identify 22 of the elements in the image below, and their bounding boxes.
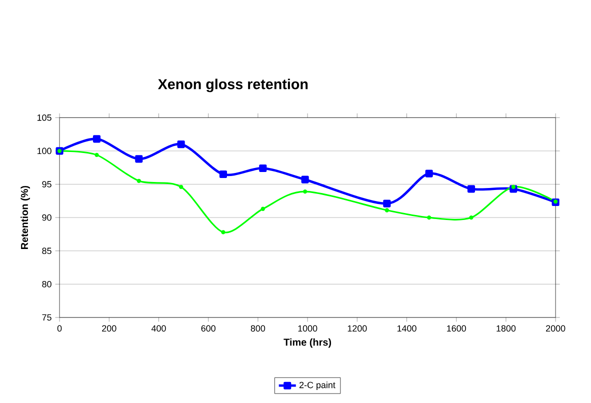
legend-label: 2-C paint	[300, 382, 336, 390]
y-tick-label: 85	[42, 248, 52, 254]
x-tick-label: 1400	[397, 325, 416, 332]
x-tick-label: 2000	[546, 325, 566, 332]
x-tick-label: 1800	[496, 325, 516, 332]
x-tick-label: 600	[201, 325, 216, 332]
chart-title: Xenon gloss retention	[158, 78, 308, 92]
y-tick-label: 105	[37, 114, 52, 122]
y-axis-title: Retention (%)	[20, 186, 30, 250]
x-tick-label: 800	[250, 325, 266, 332]
y-tick-label: 95	[42, 181, 52, 188]
y-tick-label: 75	[42, 314, 52, 321]
x-tick-label: 400	[151, 325, 166, 332]
x-tick-label: 1200	[348, 325, 367, 332]
y-tick-label: 90	[42, 214, 52, 221]
x-tick-label: 1000	[298, 325, 318, 332]
x-axis-title: Time (hrs)	[284, 338, 332, 348]
x-tick-label: 0	[57, 325, 62, 332]
x-tick-label: 1600	[447, 325, 466, 332]
x-tick-label: 200	[102, 325, 116, 332]
y-tick-label: 80	[42, 281, 52, 288]
y-tick-label: 100	[37, 148, 52, 154]
